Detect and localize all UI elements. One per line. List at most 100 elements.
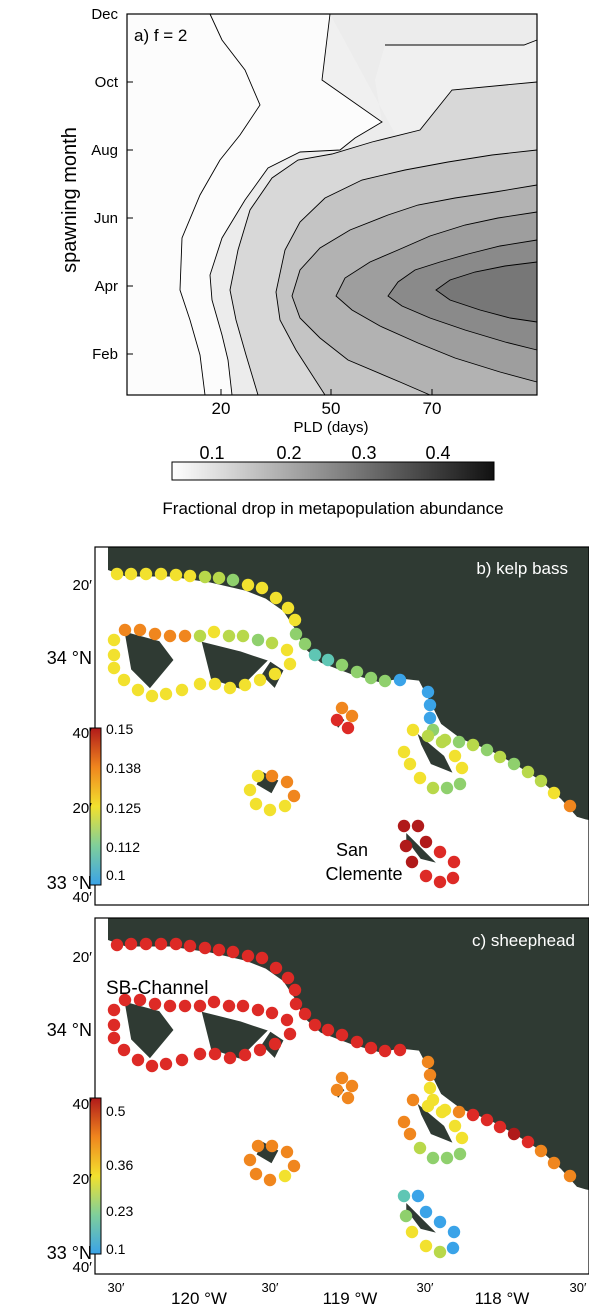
site-dot — [107, 661, 121, 675]
site-dot — [212, 571, 226, 585]
site-dot — [265, 769, 279, 783]
site-dot — [280, 775, 294, 789]
site-dot — [287, 789, 301, 803]
site-dot — [265, 1139, 279, 1153]
site-dot — [268, 1037, 282, 1051]
site-dot — [433, 845, 447, 859]
site-dot — [198, 941, 212, 955]
site-dot — [426, 1151, 440, 1165]
map-lat-ticks-b: 20′ 34 °N 40′ 20′ 33 °N 40′ — [47, 577, 92, 906]
site-dot — [107, 648, 121, 662]
site-dot — [433, 1215, 447, 1229]
colorbar-tick: 0.4 — [425, 443, 450, 463]
site-dot — [118, 993, 132, 1007]
site-dot — [251, 633, 265, 647]
panel-a-label: a) f = 2 — [134, 26, 187, 45]
site-dot — [345, 709, 359, 723]
site-dot — [238, 678, 252, 692]
site-dot — [493, 750, 507, 764]
site-dot — [222, 629, 236, 643]
panel-b: b) kelp bass San Clemente 0.15 0.138 0.1… — [89, 546, 589, 906]
site-dot — [419, 1205, 433, 1219]
site-dot — [265, 1006, 279, 1020]
site-dot — [175, 683, 189, 697]
site-dot — [193, 1047, 207, 1061]
site-dot — [169, 937, 183, 951]
site-dot — [281, 971, 295, 985]
panel-a-ticks — [127, 13, 433, 395]
site-dot — [521, 765, 535, 779]
site-dot — [107, 633, 121, 647]
panel-b-label: b) kelp bass — [476, 559, 568, 578]
site-dot — [268, 667, 282, 681]
lat-tick: 40′ — [73, 1096, 93, 1113]
site-dot — [243, 783, 257, 797]
colorbar-tick: 0.125 — [106, 800, 141, 816]
site-dot — [110, 567, 124, 581]
site-dot — [413, 771, 427, 785]
site-dot — [124, 567, 138, 581]
site-dot — [435, 1105, 449, 1119]
site-dot — [435, 735, 449, 749]
site-dot — [212, 943, 226, 957]
panel-c: c) sheephead SB-Channel 0.5 0.36 0.23 0.… — [89, 917, 589, 1275]
site-dot — [413, 1141, 427, 1155]
site-dot — [287, 1159, 301, 1173]
panel-c-label: c) sheephead — [472, 931, 575, 950]
site-dot — [208, 1047, 222, 1061]
colorbar-ticks: 0.1 0.2 0.3 0.4 — [199, 443, 450, 463]
colorbar-tick: 0.23 — [106, 1203, 133, 1219]
site-dot — [534, 1144, 548, 1158]
site-dot — [448, 1119, 462, 1133]
site-dot — [298, 637, 312, 651]
kelp-bass-dots — [107, 567, 577, 889]
site-dot — [243, 1153, 257, 1167]
site-dot — [403, 757, 417, 771]
site-dot — [251, 769, 265, 783]
site-dot — [405, 1225, 419, 1239]
site-dot — [251, 1003, 265, 1017]
lat-tick: 34 °N — [47, 1020, 92, 1040]
map-lat-ticks-c: 20′ 34 °N 40′ 20′ 33 °N 40′ — [47, 949, 92, 1276]
site-dot — [154, 567, 168, 581]
island-label: San — [336, 840, 368, 860]
ytick-label: Aug — [91, 142, 118, 159]
site-dot — [253, 1043, 267, 1057]
map-b — [107, 547, 589, 889]
site-dot — [263, 803, 277, 817]
colorbar-tick: 0.112 — [106, 839, 140, 855]
site-dot — [193, 677, 207, 691]
site-dot — [547, 786, 561, 800]
site-dot — [507, 1127, 521, 1141]
site-dot — [406, 1093, 420, 1107]
site-dot — [255, 581, 269, 595]
site-dot — [288, 983, 302, 997]
site-dot — [280, 1013, 294, 1027]
site-dot — [139, 937, 153, 951]
site-dot — [280, 643, 294, 657]
site-dot — [107, 1018, 121, 1032]
site-dot — [433, 1245, 447, 1259]
site-dot — [148, 627, 162, 641]
site-dot — [226, 945, 240, 959]
lat-tick: 20′ — [73, 577, 93, 594]
site-dot — [453, 1147, 467, 1161]
site-dot — [154, 937, 168, 951]
xtick-label: 70 — [423, 399, 442, 418]
site-dot — [335, 701, 349, 715]
site-dot — [159, 1057, 173, 1071]
lon-tick: 30′ — [108, 1280, 125, 1295]
map-lon-ticks: 30′ 120 °W 30′ 119 °W 30′ 118 °W 30′ — [108, 1280, 587, 1308]
lat-tick: 33 °N — [47, 873, 92, 893]
site-dot — [453, 777, 467, 791]
site-dot — [159, 687, 173, 701]
lat-tick: 33 °N — [47, 1243, 92, 1263]
site-dot — [446, 871, 460, 885]
site-dot — [423, 1068, 437, 1082]
island-santa-cruz — [198, 1008, 273, 1062]
site-dot — [249, 797, 263, 811]
site-dot — [364, 1041, 378, 1055]
site-dot — [253, 673, 267, 687]
colorbar-tick: 0.36 — [106, 1157, 133, 1173]
colorbar-tick: 0.1 — [199, 443, 224, 463]
